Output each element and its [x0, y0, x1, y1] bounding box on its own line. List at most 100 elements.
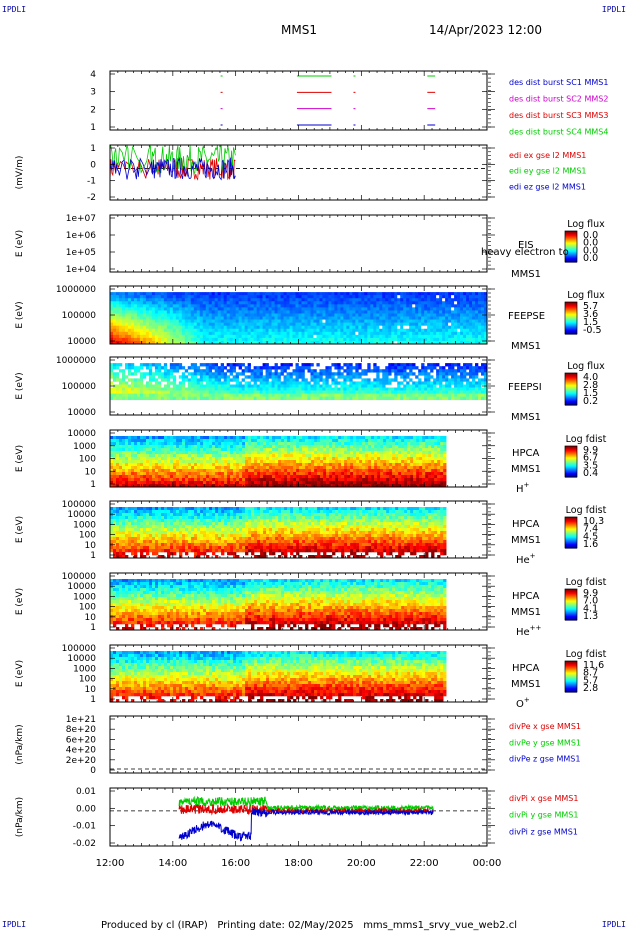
heatmap-cell	[181, 331, 186, 336]
heatmap-cell	[292, 372, 296, 376]
heatmap-cell	[122, 466, 126, 470]
heatmap-cell	[379, 387, 383, 391]
heatmap-cell	[166, 387, 171, 391]
heatmap-cell	[409, 298, 413, 302]
heatmap-cell	[223, 381, 227, 385]
heatmap-cell	[283, 325, 287, 330]
heatmap-cell	[197, 481, 201, 485]
heatmap-cell	[415, 310, 419, 314]
heatmap-cell	[409, 390, 413, 394]
heatmap-cell	[200, 463, 204, 467]
heatmap-cell	[238, 366, 242, 370]
heatmap-cell	[418, 310, 422, 314]
heatmap-cell	[211, 334, 216, 339]
heatmap-cell	[355, 304, 359, 308]
heatmap-cell	[262, 331, 266, 336]
heatmap-cell	[463, 378, 467, 382]
heatmap-cell	[316, 295, 320, 299]
heatmap-cell	[193, 381, 198, 385]
colorbar-tick-label: 0.0	[583, 238, 598, 249]
heatmap-cell	[142, 307, 147, 311]
heatmap-cell	[448, 337, 452, 342]
heatmap-cell	[110, 484, 114, 488]
heatmap-cell	[268, 313, 272, 317]
heatmap-cell	[163, 387, 168, 391]
heatmap-cell	[160, 313, 165, 317]
heatmap-cell	[484, 292, 488, 296]
heatmap-cell	[289, 384, 293, 388]
heatmap-cell	[262, 307, 266, 311]
edi-legend-1: edi ex gse l2 MMS1	[509, 151, 586, 160]
heatmap-cell	[221, 469, 225, 473]
heatmap-cell	[166, 396, 171, 401]
heatmap-cell	[454, 316, 458, 320]
heatmap-cell	[187, 325, 192, 330]
heatmap-cell	[197, 478, 201, 482]
heatmap-cell	[385, 366, 389, 370]
heatmap-cell	[388, 295, 392, 299]
heatmap-cell	[227, 460, 231, 464]
heatmap-cell	[439, 378, 443, 382]
heatmap-cell	[121, 378, 126, 382]
heatmap-cell	[451, 322, 455, 326]
heatmap-cell	[352, 298, 356, 302]
heatmap-cell	[239, 463, 243, 467]
heatmap-cell	[206, 442, 210, 446]
heatmap-cell	[382, 390, 386, 394]
heatmap-cell	[218, 436, 222, 440]
heatmap-cell	[436, 331, 440, 336]
heatmap-cell	[205, 390, 210, 394]
heatmap-cell	[358, 340, 362, 345]
heatmap-cell	[301, 298, 305, 302]
colorbar-swatch	[565, 330, 577, 333]
heatmap-cell	[110, 340, 114, 345]
heatmap-cell	[134, 445, 138, 449]
heatmap-cell	[322, 292, 326, 296]
heatmap-cell	[346, 301, 350, 305]
heatmap-cell	[319, 319, 323, 323]
heatmap-cell	[445, 325, 449, 330]
heatmap-cell	[427, 396, 431, 401]
heatmap-cell	[463, 384, 467, 388]
heatmap-cell	[224, 451, 228, 455]
heatmap-cell	[169, 304, 174, 308]
heatmap-cell	[172, 322, 177, 326]
heatmap-cell	[115, 378, 120, 382]
heatmap-cell	[358, 298, 362, 302]
heatmap-cell	[136, 369, 141, 373]
spacecraft-title: MMS1	[281, 23, 317, 37]
heatmap-cell	[241, 292, 245, 296]
heatmap-cell	[469, 331, 473, 336]
heatmap-cell	[298, 310, 302, 314]
heatmap-cell	[271, 337, 275, 342]
heatmap-cell	[355, 334, 359, 339]
heatmap-cell	[160, 372, 165, 376]
heatmap-cell	[169, 387, 174, 391]
heatmap-cell	[113, 442, 117, 446]
heatmap-cell	[292, 292, 296, 296]
heatmap-cell	[367, 337, 371, 342]
heatmap-cell	[298, 328, 302, 333]
heatmap-cell	[319, 322, 323, 326]
heatmap-cell	[340, 292, 344, 296]
heatmap-cell	[466, 393, 470, 397]
heatmap-cell	[364, 331, 368, 336]
heatmap-cell	[188, 457, 192, 461]
heatmap-cell	[209, 469, 213, 473]
heatmap-cell	[190, 301, 195, 305]
heatmap-cell	[193, 372, 198, 376]
heatmap-cell	[346, 375, 350, 379]
heatmap-cell	[349, 331, 353, 336]
heatmap-cell	[154, 372, 159, 376]
heatmap-cell	[331, 363, 335, 367]
heatmap-cell	[445, 331, 449, 336]
heatmap-cell	[322, 301, 326, 305]
heatmap-cell	[313, 304, 317, 308]
heatmap-cell	[179, 478, 183, 482]
heatmap-cell	[274, 372, 278, 376]
heatmap-cell	[185, 460, 189, 464]
heatmap-cell	[190, 319, 195, 323]
heatmap-cell	[253, 295, 257, 299]
heatmap-cell	[196, 390, 201, 394]
heatmap-cell	[250, 316, 254, 320]
